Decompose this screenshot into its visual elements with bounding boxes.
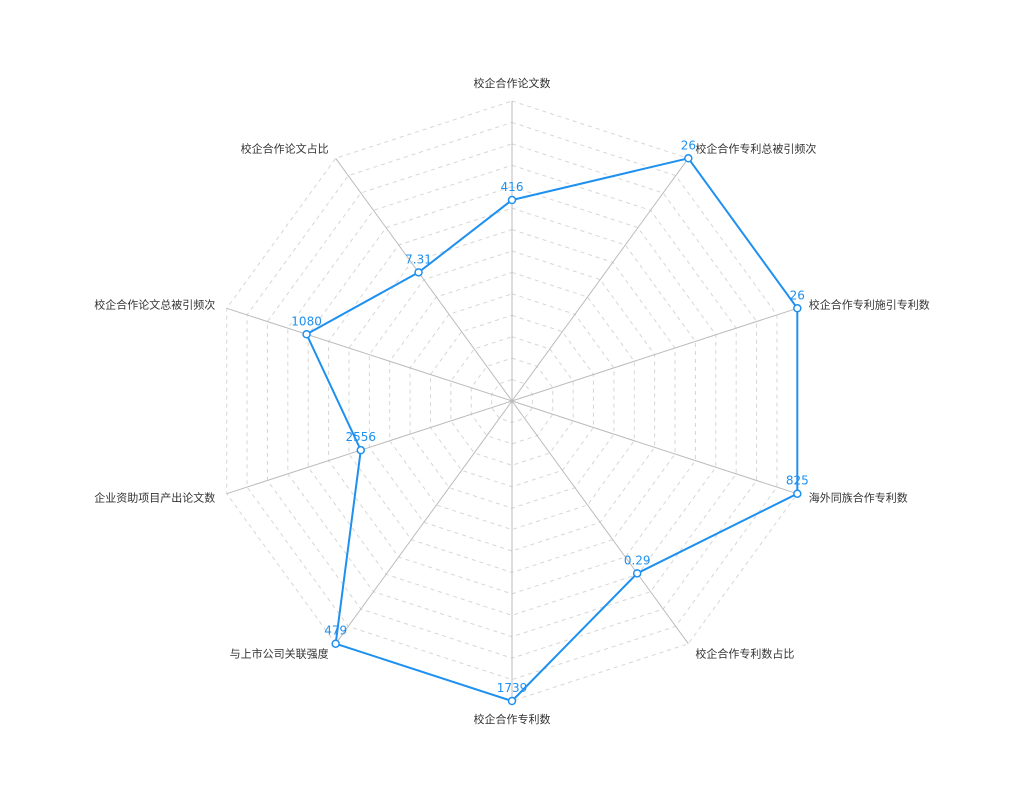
- data-point[interactable]: [684, 154, 693, 163]
- data-point[interactable]: [414, 268, 423, 277]
- axis-line: [335, 400, 513, 644]
- axis-line: [511, 400, 798, 495]
- grid-ring: [450, 336, 574, 466]
- radar-axes: [226, 101, 798, 701]
- grid-ring: [246, 121, 778, 681]
- data-value-label: 416: [501, 180, 524, 194]
- grid-ring: [368, 250, 656, 552]
- data-value-label: 1080: [291, 314, 322, 328]
- indicator-label: 校企合作论文数: [474, 76, 551, 90]
- indicator-label: 校企合作论文总被引频次: [94, 298, 215, 312]
- data-point[interactable]: [356, 445, 366, 455]
- data-point[interactable]: [331, 639, 340, 648]
- indicator-label: 校企合作专利数: [474, 712, 551, 726]
- data-point[interactable]: [507, 195, 517, 205]
- indicator-label: 校企合作专利数占比: [695, 646, 794, 660]
- data-value-label: 825: [786, 474, 809, 488]
- data-value-label: 26: [790, 288, 805, 302]
- data-value-label: 0.29: [624, 553, 651, 567]
- axis-line: [335, 158, 513, 402]
- radar-series: 416 26 26 825 0.29 1739 479 2556 1080 7.31: [291, 138, 809, 706]
- axis-line: [511, 307, 798, 402]
- data-point[interactable]: [793, 304, 802, 313]
- data-point[interactable]: [507, 696, 517, 706]
- indicator-label: 校企合作专利施引专利数: [809, 298, 930, 312]
- indicator-label: 与上市公司关联强度: [230, 646, 329, 660]
- data-value-label: 1739: [497, 681, 528, 695]
- series-line: [305, 157, 799, 702]
- indicator-label: 海外同族合作专利数: [809, 490, 908, 504]
- data-value-label: 2556: [346, 430, 377, 444]
- data-point[interactable]: [632, 569, 642, 578]
- indicator-label: 校企合作专利总被引频次: [695, 142, 816, 156]
- data-value-label: 479: [324, 624, 347, 638]
- indicator-label: 校企合作论文占比: [241, 142, 329, 156]
- data-point[interactable]: [793, 489, 802, 498]
- radar-indicator-labels: 校企合作论文数校企合作专利总被引频次校企合作专利施引专利数海外同族合作专利数校企…: [94, 76, 929, 726]
- data-point[interactable]: [302, 330, 311, 339]
- axis-line: [511, 158, 689, 402]
- axis-line: [226, 307, 513, 402]
- data-value-label: 26: [681, 138, 696, 152]
- grid-ring: [226, 100, 798, 702]
- indicator-label: 企业资助项目产出论文数: [94, 490, 215, 504]
- axis-line: [511, 400, 689, 644]
- data-value-label: 7.31: [405, 252, 432, 266]
- axis-line: [226, 400, 513, 495]
